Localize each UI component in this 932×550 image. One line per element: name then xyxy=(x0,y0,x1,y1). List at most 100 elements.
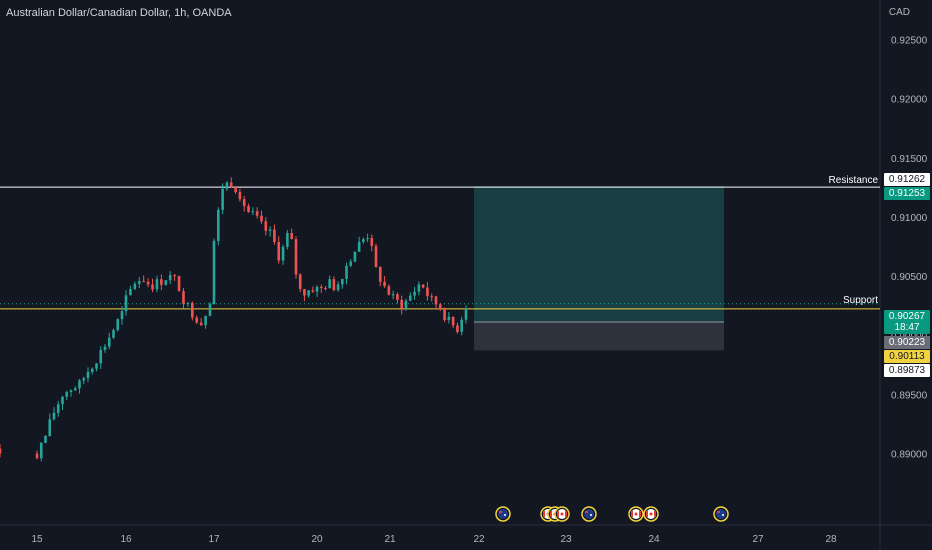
candle-body xyxy=(273,229,276,243)
candle-body xyxy=(328,279,331,289)
candle-body xyxy=(400,299,404,309)
candle-body xyxy=(315,286,319,292)
candle-body xyxy=(182,291,185,304)
candle-body xyxy=(311,290,315,292)
candle-body xyxy=(417,284,421,292)
canada-flag-icon[interactable] xyxy=(643,506,659,522)
candle-body xyxy=(217,209,220,241)
candle-body xyxy=(464,308,468,320)
candle-body xyxy=(447,316,451,321)
time-axis-label: 20 xyxy=(311,534,323,545)
candle-body xyxy=(56,404,60,413)
candle-body xyxy=(434,296,438,305)
candle-body xyxy=(281,246,285,261)
chart-title: Australian Dollar/Canadian Dollar, 1h, O… xyxy=(6,7,232,19)
candle-body xyxy=(332,279,336,291)
candle-body xyxy=(73,388,77,391)
canada-flag-icon[interactable] xyxy=(554,506,570,522)
candle-body xyxy=(268,229,272,231)
candle-body xyxy=(383,281,386,287)
candle-body xyxy=(404,300,408,309)
price-axis-label: 0.92500 xyxy=(891,36,928,47)
resistance-price-tag: 0.91253 xyxy=(884,187,930,200)
candle-body xyxy=(191,302,194,318)
candle-body xyxy=(374,247,378,268)
candle-body xyxy=(251,211,255,213)
last-price-value: 0.90267 xyxy=(888,311,926,322)
bar-countdown: 18:47 xyxy=(894,322,920,333)
candle-body xyxy=(336,284,340,291)
candle-body xyxy=(69,390,73,393)
candle-body xyxy=(277,242,281,261)
candle-body xyxy=(225,182,229,189)
candle-body xyxy=(120,311,124,320)
candle-body xyxy=(443,309,446,321)
candle-body xyxy=(146,281,150,285)
currency-label: CAD xyxy=(888,7,910,18)
candle-body xyxy=(456,325,459,332)
candle-body xyxy=(255,211,259,216)
candle-body xyxy=(307,290,310,296)
time-axis-label: 27 xyxy=(752,534,764,545)
australia-flag-icon[interactable] xyxy=(581,506,597,522)
candle-body xyxy=(212,240,216,305)
candle-body xyxy=(82,378,86,381)
long-position-stop-zone xyxy=(474,321,724,351)
candle-body xyxy=(391,294,395,296)
candle-body xyxy=(78,380,81,389)
australia-flag-icon[interactable] xyxy=(713,506,729,522)
candle-body xyxy=(204,315,207,326)
candle-body xyxy=(86,371,90,379)
candle-body xyxy=(168,275,172,281)
candle-body xyxy=(357,241,361,252)
candle-body xyxy=(294,253,298,275)
price-axis-label: 0.90500 xyxy=(891,272,928,283)
price-axis-label: 0.92000 xyxy=(891,95,928,106)
candle-body xyxy=(173,275,176,277)
candle-body xyxy=(349,261,353,266)
candle-body xyxy=(234,187,237,193)
time-axis-label: 22 xyxy=(473,534,485,545)
price-axis-label: 0.89000 xyxy=(891,450,928,461)
candle-body xyxy=(195,317,199,323)
candle-body xyxy=(0,448,2,454)
candle-body xyxy=(319,286,323,288)
candle-body xyxy=(35,453,39,459)
target-price-tag: 0.91262 xyxy=(884,173,930,186)
candle-body xyxy=(238,192,242,200)
australia-flag-icon[interactable] xyxy=(495,506,511,522)
candle-body xyxy=(286,232,289,247)
resistance-label: Resistance xyxy=(829,175,879,186)
candle-body xyxy=(95,363,98,369)
candle-body xyxy=(353,251,357,262)
price-axis-label: 0.91000 xyxy=(891,213,928,224)
candle-body xyxy=(151,284,154,290)
time-axis-label: 21 xyxy=(384,534,396,545)
candle-body xyxy=(107,337,111,347)
stop-price-tag: 0.89873 xyxy=(884,364,930,377)
candle-body xyxy=(430,296,434,298)
entry-price-tag: 0.90113 xyxy=(884,350,930,363)
candle-body xyxy=(48,419,52,436)
candle-body xyxy=(186,302,190,304)
candle-body xyxy=(112,330,115,338)
support-label: Support xyxy=(843,295,878,306)
time-axis-label: 15 xyxy=(31,534,43,545)
candle-body xyxy=(408,295,412,301)
candle-body xyxy=(378,267,382,282)
candle-body xyxy=(294,239,298,254)
canada-flag-icon[interactable] xyxy=(628,506,644,522)
candle-body xyxy=(366,238,369,240)
candle-body xyxy=(65,392,69,397)
long-position-target-zone xyxy=(474,186,724,322)
candle-body xyxy=(387,286,391,295)
time-axis-label: 23 xyxy=(560,534,572,545)
candle-body xyxy=(52,412,56,420)
candle-body xyxy=(142,281,145,283)
time-axis-label: 28 xyxy=(825,534,837,545)
candle-body xyxy=(264,221,268,231)
last-price-tag: 0.90267 18:47 xyxy=(884,310,930,334)
time-axis-label: 16 xyxy=(120,534,132,545)
